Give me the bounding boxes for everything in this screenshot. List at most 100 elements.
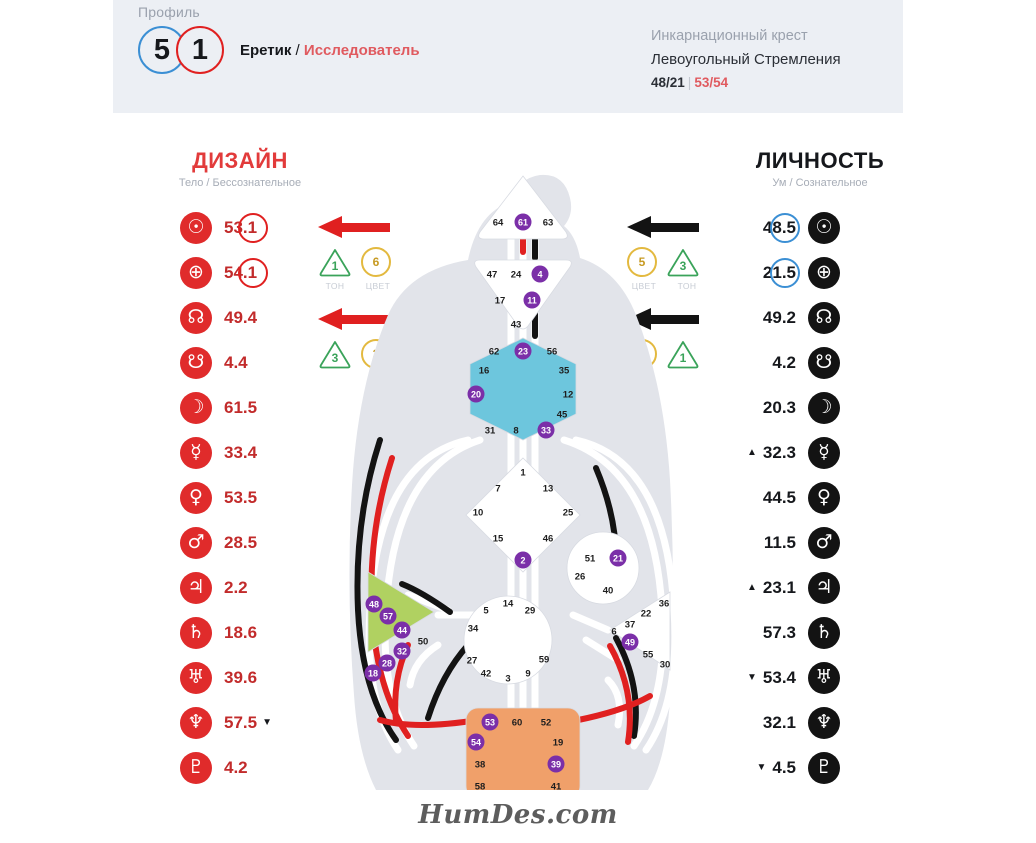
gate-39[interactable]: 39 xyxy=(547,755,565,773)
personality-planet-row[interactable]: 49.2 ☊ xyxy=(735,295,840,340)
gate-4[interactable]: 4 xyxy=(531,265,549,283)
root-center[interactable]: 53 60 52 54 19 38 39 58 41 xyxy=(465,707,581,790)
gate-12[interactable]: 12 xyxy=(563,389,574,400)
sacral-center[interactable]: 5 14 29 34 27 59 42 3 9 xyxy=(463,595,553,684)
gate-27[interactable]: 27 xyxy=(467,655,478,666)
gate-10[interactable]: 10 xyxy=(473,507,484,518)
gate-57[interactable]: 57 xyxy=(379,607,397,625)
personality-planet-row[interactable]: 44.5 ♀ xyxy=(735,475,840,520)
gate-5[interactable]: 5 xyxy=(483,605,489,616)
gate-58[interactable]: 58 xyxy=(475,781,486,790)
gate-59[interactable]: 59 xyxy=(539,654,550,665)
gate-26[interactable]: 26 xyxy=(575,571,586,582)
gate-20[interactable]: 20 xyxy=(467,385,485,403)
gate-61[interactable]: 61 xyxy=(514,213,532,231)
design-planet-row[interactable]: ☽ 61.5 xyxy=(180,385,272,430)
gate-46[interactable]: 46 xyxy=(543,533,554,544)
gate-56[interactable]: 56 xyxy=(547,346,558,357)
design-planet-row[interactable]: ☿ 33.4 xyxy=(180,430,272,475)
personality-planet-row[interactable]: ▲ 32.3 ☿ xyxy=(735,430,840,475)
throat-center[interactable]: 62 23 56 16 35 20 12 45 31 8 33 xyxy=(467,337,577,441)
gate-13[interactable]: 13 xyxy=(543,483,554,494)
head-center[interactable]: 64 61 63 xyxy=(478,175,568,240)
gate-29[interactable]: 29 xyxy=(525,605,536,616)
gate-16[interactable]: 16 xyxy=(479,365,490,376)
gate-54[interactable]: 54 xyxy=(467,733,485,751)
personality-planet-row[interactable]: 4.2 ☋ xyxy=(735,340,840,385)
gate-32[interactable]: 32 xyxy=(393,642,411,660)
gate-40[interactable]: 40 xyxy=(603,585,614,596)
gate-15[interactable]: 15 xyxy=(493,533,504,544)
cross-gates-design: 53/54 xyxy=(694,75,729,90)
gate-51[interactable]: 51 xyxy=(585,553,596,564)
gate-19[interactable]: 19 xyxy=(553,737,564,748)
gate-64[interactable]: 64 xyxy=(493,217,504,228)
gate-17[interactable]: 17 xyxy=(495,295,506,306)
gate-43[interactable]: 43 xyxy=(511,319,522,330)
spleen-center[interactable]: 48 57 44 50 32 28 18 xyxy=(364,571,435,682)
personality-planet-row[interactable]: 21.5 ⊕ xyxy=(735,250,840,295)
gate-44[interactable]: 44 xyxy=(393,621,411,639)
gate-60[interactable]: 60 xyxy=(512,717,523,728)
design-planet-row[interactable]: ☋ 4.4 xyxy=(180,340,272,385)
gate-31[interactable]: 31 xyxy=(485,425,496,436)
gate-50[interactable]: 50 xyxy=(418,636,429,647)
gate-62[interactable]: 62 xyxy=(489,346,500,357)
gate-3[interactable]: 3 xyxy=(505,673,510,684)
gate-9[interactable]: 9 xyxy=(525,668,530,679)
gate-34[interactable]: 34 xyxy=(468,623,479,634)
gate-49[interactable]: 49 xyxy=(621,633,639,651)
personality-planet-row[interactable]: 48.5 ☉ xyxy=(735,205,840,250)
personality-planet-row[interactable]: 20.3 ☽ xyxy=(735,385,840,430)
solar-plexus-center[interactable]: 36 22 37 6 49 55 30 xyxy=(609,591,671,671)
design-planet-row[interactable]: ☊ 49.4 xyxy=(180,295,272,340)
gate-22[interactable]: 22 xyxy=(641,608,652,619)
gate-38[interactable]: 38 xyxy=(475,759,486,770)
gate-53[interactable]: 53 xyxy=(481,713,499,731)
gate-25[interactable]: 25 xyxy=(563,507,574,518)
gate-35[interactable]: 35 xyxy=(559,365,570,376)
design-planet-row[interactable]: ☉ 53.1 xyxy=(180,205,272,250)
design-planet-row[interactable]: ♇ 4.2 xyxy=(180,745,272,790)
gate-23[interactable]: 23 xyxy=(514,342,532,360)
gate-63[interactable]: 63 xyxy=(543,217,554,228)
gate-30[interactable]: 30 xyxy=(660,659,671,670)
personality-planet-row[interactable]: 11.5 ♂ xyxy=(735,520,840,565)
gate-52[interactable]: 52 xyxy=(541,717,552,728)
g-center[interactable]: 1 7 13 10 25 15 46 2 xyxy=(465,457,581,573)
personality-planet-row[interactable]: 57.3 ♄ xyxy=(735,610,840,655)
gate-21[interactable]: 21 xyxy=(609,549,627,567)
gate-48[interactable]: 48 xyxy=(365,595,383,613)
gate-11[interactable]: 11 xyxy=(523,291,541,309)
design-planet-row[interactable]: ♀ 53.5 xyxy=(180,475,272,520)
gate-2[interactable]: 2 xyxy=(514,551,532,569)
design-planet-row[interactable]: ♅ 39.6 xyxy=(180,655,272,700)
personality-planet-row[interactable]: ▼ 4.5 ♇ xyxy=(735,745,840,790)
personality-planet-row[interactable]: ▼ 53.4 ♅ xyxy=(735,655,840,700)
gate-8[interactable]: 8 xyxy=(513,425,518,436)
gate-55[interactable]: 55 xyxy=(643,649,654,660)
design-planet-row[interactable]: ♆ 57.5 ▼ xyxy=(180,700,272,745)
design-planet-row[interactable]: ♃ 2.2 xyxy=(180,565,272,610)
personality-planet-row[interactable]: 32.1 ♆ xyxy=(735,700,840,745)
gate-28[interactable]: 28 xyxy=(378,654,396,672)
gate-24[interactable]: 24 xyxy=(511,269,522,280)
gate-41[interactable]: 41 xyxy=(551,781,562,790)
design-planet-row[interactable]: ♂ 28.5 xyxy=(180,520,272,565)
heart-center[interactable]: 51 21 26 40 xyxy=(566,531,640,605)
gate-36[interactable]: 36 xyxy=(659,598,670,609)
gate-37[interactable]: 37 xyxy=(625,619,636,630)
gate-42[interactable]: 42 xyxy=(481,668,492,679)
design-planet-row[interactable]: ⊕ 54.1 xyxy=(180,250,272,295)
gate-47[interactable]: 47 xyxy=(487,269,498,280)
gate-14[interactable]: 14 xyxy=(503,598,514,609)
gate-7[interactable]: 7 xyxy=(495,483,500,494)
design-planet-row[interactable]: ♄ 18.6 xyxy=(180,610,272,655)
gate-45[interactable]: 45 xyxy=(557,409,568,420)
gate-18[interactable]: 18 xyxy=(364,664,382,682)
gate-33[interactable]: 33 xyxy=(537,421,555,439)
gate-6[interactable]: 6 xyxy=(611,626,616,637)
ajna-center[interactable]: 47 24 4 17 11 43 xyxy=(474,259,572,330)
personality-planet-row[interactable]: ▲ 23.1 ♃ xyxy=(735,565,840,610)
gate-1[interactable]: 1 xyxy=(520,467,526,478)
